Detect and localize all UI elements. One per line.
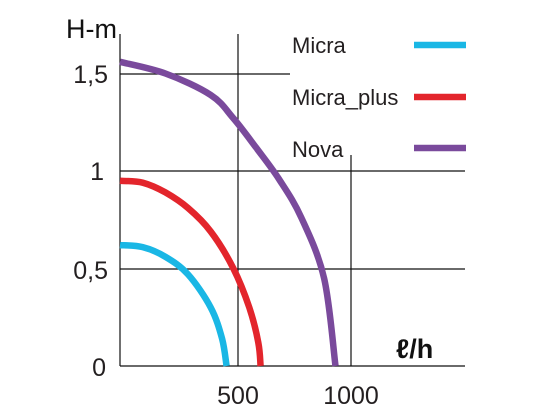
series-layer [119, 58, 339, 367]
series-line-micra [119, 241, 230, 367]
x-tick-label: 1000 [323, 382, 379, 410]
series-line-micra-plus [119, 177, 264, 367]
legend-label: Micra_plus [292, 85, 398, 110]
y-tick-label: 1,5 [73, 61, 108, 89]
y-tick-label: 0 [92, 354, 106, 382]
x-axis-label: ℓ/h [396, 334, 433, 364]
x-tick-label: 500 [217, 382, 259, 410]
legend: Micra Micra_plus Nova [292, 33, 466, 162]
legend-item-nova: Nova [292, 137, 466, 162]
legend-item-micra-plus: Micra_plus [292, 85, 466, 110]
y-tick-label: 0,5 [73, 257, 108, 285]
legend-label: Nova [292, 137, 344, 162]
legend-label: Micra [292, 33, 347, 58]
series-line-nova [119, 58, 339, 367]
y-tick-label: 1 [90, 158, 104, 186]
y-axis-ticks: 0 0,5 1 1,5 [73, 61, 108, 382]
legend-item-micra: Micra [292, 33, 466, 58]
y-axis-label: H-m [66, 14, 117, 44]
x-axis-ticks: 500 1000 [217, 382, 379, 410]
